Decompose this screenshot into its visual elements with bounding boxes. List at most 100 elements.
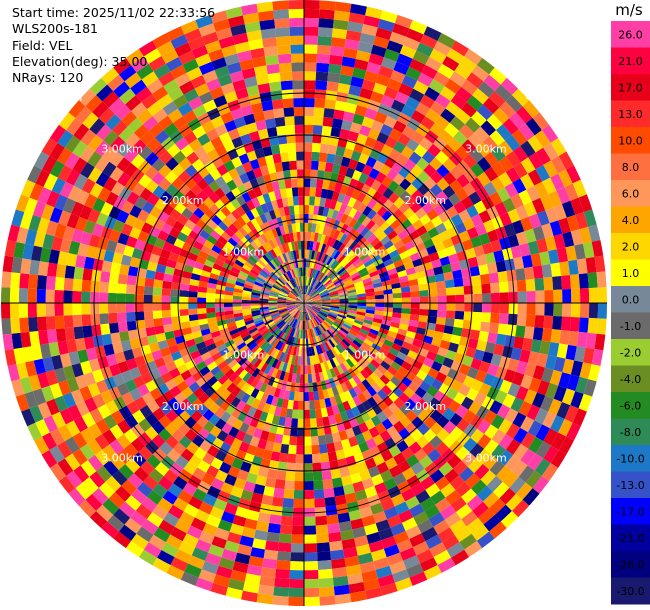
gate-cell (494, 84, 512, 102)
gate-cell (353, 280, 364, 287)
gate-cell (304, 115, 314, 126)
gate-cell (531, 392, 546, 409)
gate-cell (437, 33, 456, 49)
gate-cell (428, 289, 438, 297)
gate-cell (304, 294, 307, 303)
gate-cell (333, 182, 343, 193)
gate-cell (365, 309, 375, 315)
gate-cell (393, 338, 404, 347)
gate-cell (490, 282, 500, 294)
gate-cell (398, 83, 414, 97)
gate-cell (405, 330, 416, 339)
gate-cell (493, 343, 505, 357)
gate-cell (357, 41, 374, 54)
gate-cell (396, 213, 408, 225)
gate-cell (562, 289, 572, 303)
gate-cell (435, 93, 451, 109)
gate-cell (419, 296, 429, 303)
gate-cell (428, 196, 441, 209)
gate-cell (304, 133, 313, 143)
gate-cell (362, 277, 372, 284)
gate-cell (444, 122, 460, 138)
gate-cell (459, 124, 475, 140)
gate-cell (319, 143, 330, 154)
gate-cell (352, 277, 363, 284)
gate-cell (328, 312, 338, 318)
gate-cell (385, 214, 397, 226)
gate-cell (419, 94, 436, 109)
gate-cell (401, 291, 411, 298)
gate-cell (305, 285, 309, 295)
gate-cell (326, 268, 334, 277)
gate-cell (343, 261, 353, 270)
gate-cell (359, 270, 370, 278)
gate-cell (412, 219, 424, 231)
gate-cell (450, 334, 461, 345)
gate-cell (354, 316, 365, 323)
gate-cell (445, 310, 456, 319)
gate-cell (393, 61, 410, 76)
gate-cell (387, 330, 398, 339)
gate-cell (339, 256, 349, 266)
gate-cell (352, 67, 367, 80)
gate-cell (541, 328, 553, 343)
gate-cell (441, 332, 453, 343)
gate-cell (397, 328, 408, 337)
gate-cell (320, 243, 327, 254)
gate-cell (335, 265, 344, 274)
gate-cell (436, 164, 450, 178)
gate-cell (370, 237, 381, 247)
gate-cell (572, 179, 587, 198)
gate-cell (489, 130, 505, 146)
gate-cell (519, 349, 531, 363)
gate-cell (484, 166, 499, 182)
gate-cell (317, 27, 333, 38)
gate-cell (490, 292, 501, 303)
gate-cell (354, 105, 368, 117)
gate-cell (438, 364, 451, 376)
gate-cell (558, 169, 573, 188)
gate-cell (449, 116, 465, 131)
gate-cell (329, 293, 339, 298)
gate-cell (487, 363, 499, 377)
gate-cell (324, 266, 333, 276)
gate-cell (339, 233, 348, 244)
gate-cell (348, 303, 358, 306)
gate-cell (388, 347, 400, 357)
gate-cell (379, 221, 391, 232)
gate-cell (516, 279, 527, 292)
gate-cell (359, 328, 370, 336)
gate-cell (358, 153, 370, 165)
gate-cell (579, 362, 592, 380)
gate-cell (545, 354, 557, 370)
gate-cell (553, 233, 566, 250)
gate-cell (407, 246, 418, 256)
gate-cell (438, 210, 451, 223)
gate-cell (348, 269, 359, 277)
gate-cell (333, 10, 351, 22)
gate-cell (470, 110, 487, 127)
gate-cell (459, 56, 477, 73)
gate-cell (497, 270, 508, 283)
gate-cell (367, 99, 381, 112)
gate-cell (409, 284, 420, 292)
gate-cell (333, 263, 342, 272)
gate-cell (429, 48, 447, 64)
gate-cell (558, 151, 574, 170)
gate-cell (483, 74, 501, 92)
gate-cell (378, 65, 394, 79)
gate-cell (312, 304, 322, 307)
gate-cell (304, 204, 310, 214)
gate-cell (496, 187, 511, 202)
colorbar-tick-label: -21.0 (616, 532, 644, 545)
gate-cell (361, 24, 378, 37)
gate-cell (466, 204, 479, 219)
gate-cell (518, 189, 532, 206)
gate-cell (444, 279, 455, 289)
gate-cell (352, 258, 362, 267)
gate-cell (370, 274, 381, 281)
gate-cell (487, 229, 499, 243)
gate-cell (474, 370, 488, 383)
gate-cell (342, 111, 355, 123)
gate-cell (381, 210, 393, 222)
